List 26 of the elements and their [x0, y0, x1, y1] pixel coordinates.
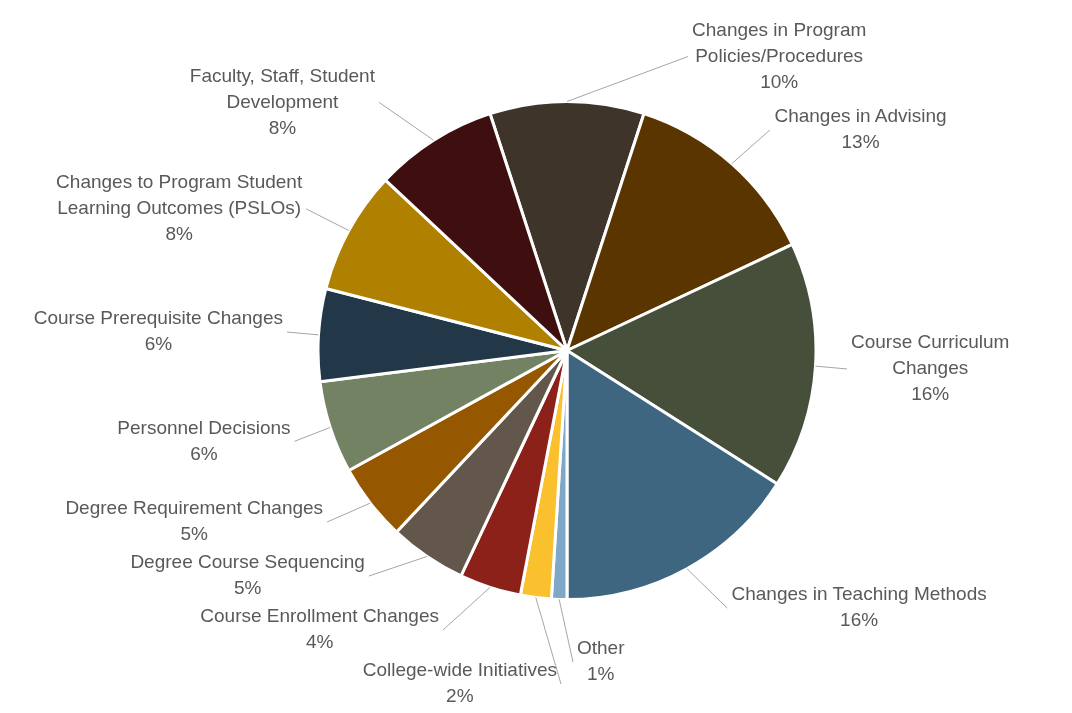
data-label: 4%	[305, 631, 334, 653]
data-label: 13%	[841, 131, 880, 153]
slice-label: College-wide Initiatives	[362, 659, 558, 681]
slice-label: Changes in Teaching Methods	[731, 583, 987, 605]
slice-label: Other	[576, 637, 626, 659]
slice-label: Changes to Program Student Learning Outcomes (PSLOs)	[56, 171, 303, 219]
data-label: 16%	[911, 383, 950, 405]
data-label: 8%	[268, 116, 297, 138]
slice-label: Course Prerequisite Changes	[33, 307, 283, 329]
data-label: 6%	[144, 333, 173, 355]
slice-label: Course Curriculum Changes	[851, 331, 1010, 379]
data-label: 2%	[446, 685, 474, 707]
data-label: 6%	[190, 442, 218, 464]
data-label: 8%	[165, 223, 193, 245]
data-label: 10%	[760, 70, 799, 92]
slice-label: Personnel Decisions	[117, 416, 291, 438]
data-label: 16%	[840, 609, 879, 631]
slice-label: Degree Course Sequencing	[130, 551, 365, 573]
slice-label: Changes in Program Policies/Procedures	[692, 18, 867, 66]
data-label: 5%	[180, 523, 209, 545]
slice-label: Course Enrollment Changes	[200, 605, 439, 627]
slice-label: Degree Requirement Changes	[65, 497, 324, 519]
data-label: 5%	[233, 577, 262, 599]
slice-label: Changes in Advising	[774, 105, 947, 127]
slice-label: Faculty, Staff, Student Development	[189, 64, 376, 112]
data-label: 1%	[587, 663, 615, 685]
